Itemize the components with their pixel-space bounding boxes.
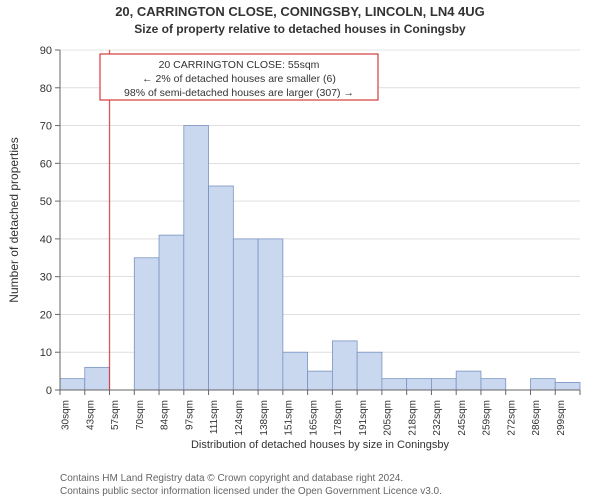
annotation-line: ← 2% of detached houses are smaller (6) <box>142 73 336 85</box>
histogram-bar <box>481 379 506 390</box>
svg-text:272sqm: 272sqm <box>506 400 517 436</box>
footer-copyright-1: Contains HM Land Registry data © Crown c… <box>60 473 403 484</box>
histogram-bar <box>85 367 110 390</box>
svg-text:151sqm: 151sqm <box>284 400 295 436</box>
histogram-bar <box>134 258 159 390</box>
histogram-bar <box>308 371 333 390</box>
histogram-bar <box>209 186 234 390</box>
svg-text:299sqm: 299sqm <box>556 400 567 436</box>
svg-text:10: 10 <box>40 347 52 359</box>
svg-text:138sqm: 138sqm <box>259 400 270 436</box>
page-title-subtitle: Size of property relative to detached ho… <box>0 22 600 36</box>
svg-text:20: 20 <box>40 309 52 321</box>
histogram-bar <box>431 379 456 390</box>
svg-text:60: 60 <box>40 158 52 170</box>
svg-text:57sqm: 57sqm <box>110 400 121 430</box>
svg-text:286sqm: 286sqm <box>531 400 542 436</box>
svg-text:232sqm: 232sqm <box>432 400 443 436</box>
svg-text:40: 40 <box>40 234 52 246</box>
histogram-bar <box>159 235 184 390</box>
svg-text:218sqm: 218sqm <box>407 400 418 436</box>
histogram-bar <box>555 382 580 390</box>
histogram-bar <box>233 239 258 390</box>
svg-text:178sqm: 178sqm <box>333 400 344 436</box>
svg-text:80: 80 <box>40 83 52 95</box>
svg-text:30sqm: 30sqm <box>61 400 72 430</box>
svg-text:245sqm: 245sqm <box>457 400 468 436</box>
svg-text:165sqm: 165sqm <box>308 400 319 436</box>
annotation-line: 98% of semi-detached houses are larger (… <box>124 87 354 99</box>
footer-copyright-2: Contains public sector information licen… <box>60 486 442 497</box>
histogram-bar <box>60 379 85 390</box>
svg-text:191sqm: 191sqm <box>358 400 369 436</box>
y-axis-label: Number of detached properties <box>7 137 21 302</box>
svg-text:30: 30 <box>40 272 52 284</box>
svg-text:70: 70 <box>40 121 52 133</box>
svg-text:124sqm: 124sqm <box>234 400 245 436</box>
histogram-chart: 0 10 20 30 40 50 60 70 80 90 30sqm 43sqm 57sqm 70sqm 8… <box>0 40 600 460</box>
svg-text:90: 90 <box>40 45 52 57</box>
histogram-bar <box>283 352 308 390</box>
svg-text:84sqm: 84sqm <box>160 400 171 430</box>
annotation-line: 20 CARRINGTON CLOSE: 55sqm <box>159 59 320 71</box>
histogram-bar <box>357 352 382 390</box>
svg-text:205sqm: 205sqm <box>383 400 394 436</box>
svg-text:50: 50 <box>40 196 52 208</box>
svg-text:70sqm: 70sqm <box>135 400 146 430</box>
svg-text:259sqm: 259sqm <box>482 400 493 436</box>
histogram-bar <box>184 126 209 390</box>
x-axis-label: Distribution of detached houses by size … <box>191 439 450 451</box>
svg-text:97sqm: 97sqm <box>184 400 195 430</box>
svg-text:0: 0 <box>46 385 52 397</box>
histogram-bar <box>530 379 555 390</box>
histogram-bar <box>456 371 481 390</box>
histogram-bar <box>382 379 407 390</box>
histogram-bar <box>332 341 357 390</box>
page-title-address: 20, CARRINGTON CLOSE, CONINGSBY, LINCOLN… <box>0 4 600 19</box>
svg-text:43sqm: 43sqm <box>85 400 96 430</box>
histogram-bar <box>258 239 283 390</box>
histogram-bar <box>407 379 432 390</box>
svg-text:111sqm: 111sqm <box>209 400 220 434</box>
